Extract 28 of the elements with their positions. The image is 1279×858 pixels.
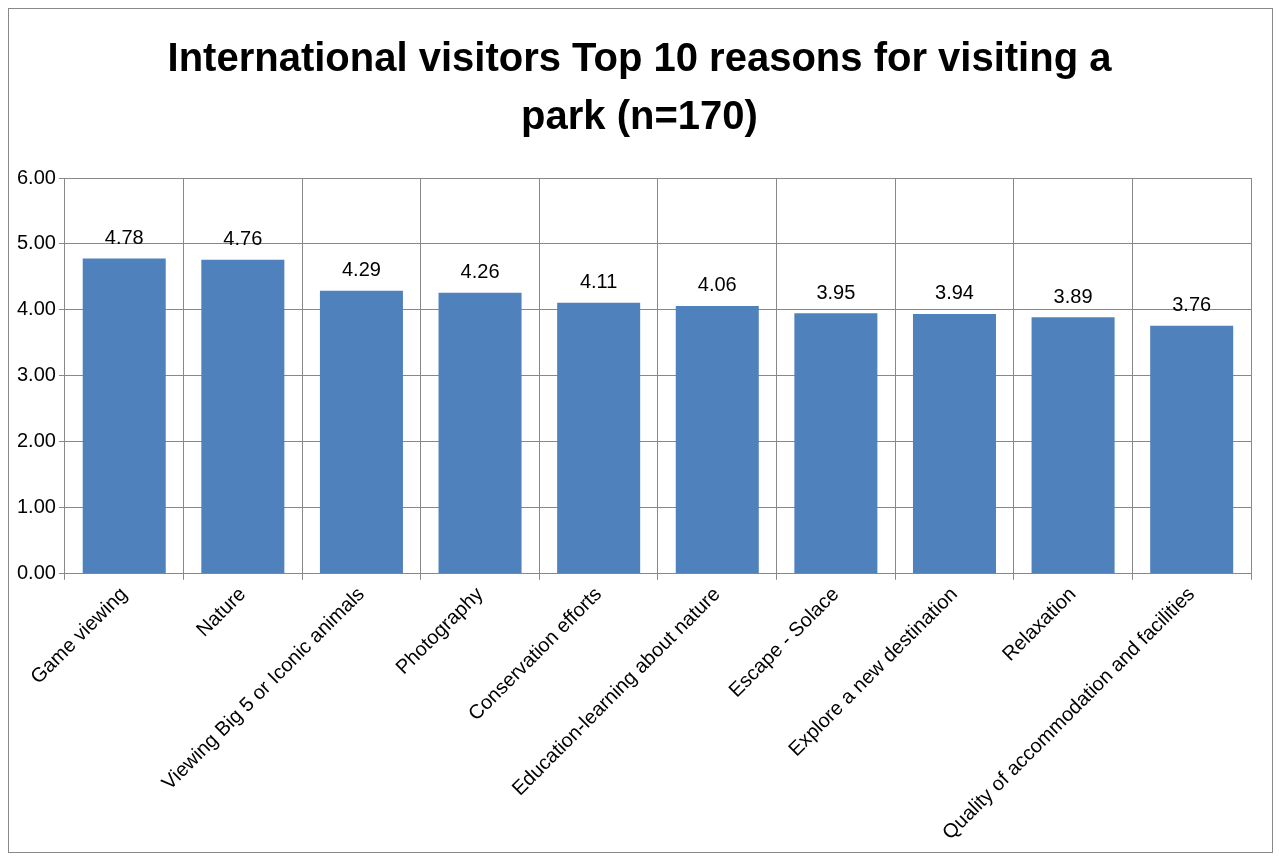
y-tick-label: 3.00 <box>16 363 56 386</box>
bar <box>1031 317 1115 574</box>
data-label: 3.89 <box>1053 284 1093 307</box>
bar <box>319 290 403 574</box>
bar <box>675 305 759 574</box>
data-label: 4.76 <box>223 227 263 250</box>
data-label: 4.26 <box>460 260 500 283</box>
data-label: 4.29 <box>341 258 381 281</box>
data-label: 4.06 <box>697 273 737 296</box>
data-label: 4.78 <box>104 225 144 248</box>
bar <box>201 259 285 574</box>
y-tick-label: 2.00 <box>16 429 56 452</box>
bar <box>557 302 641 574</box>
data-label: 3.94 <box>935 281 974 304</box>
data-label: 3.95 <box>816 280 856 303</box>
y-tick-label: 4.00 <box>16 297 56 320</box>
bar <box>82 258 166 574</box>
bar <box>794 313 878 574</box>
bar <box>438 292 522 574</box>
y-tick-label: 1.00 <box>16 495 56 518</box>
y-tick-label: 0.00 <box>16 561 56 584</box>
bar <box>1150 325 1234 574</box>
chart-title: International visitors Top 10 reasons for visiting a park (n=170) <box>166 34 1113 139</box>
y-tick-label: 6.00 <box>16 165 56 188</box>
bar <box>912 313 996 574</box>
data-label: 4.11 <box>579 270 618 293</box>
y-tick-label: 5.00 <box>16 231 56 254</box>
data-label: 3.76 <box>1172 293 1212 316</box>
